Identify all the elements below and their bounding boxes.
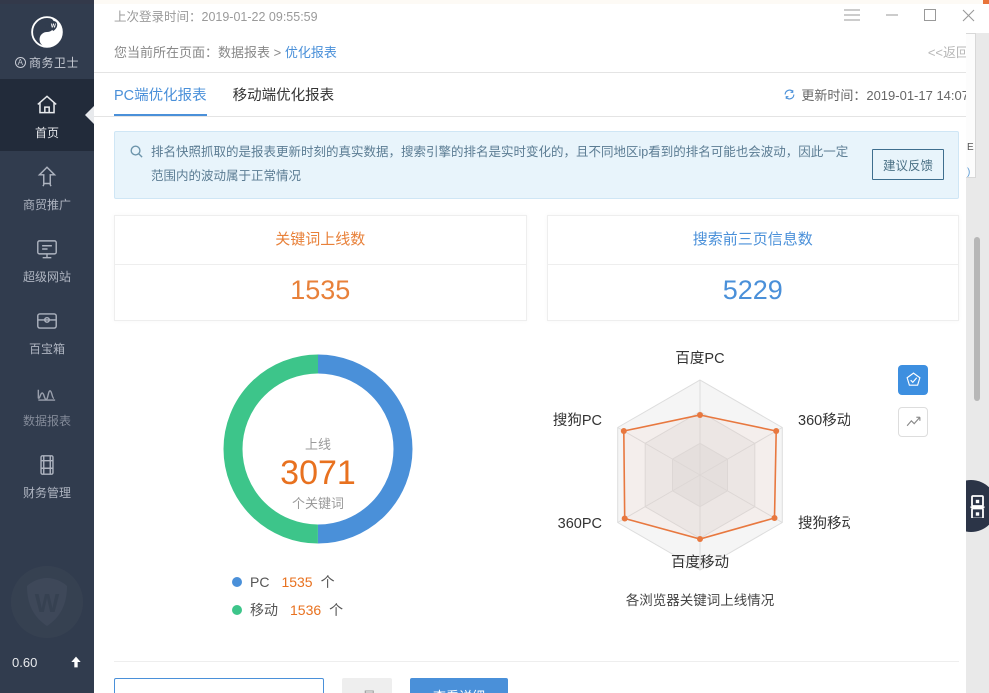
svg-text:搜狗移动: 搜狗移动 xyxy=(798,515,850,532)
svg-text:360移动: 360移动 xyxy=(798,412,850,429)
svg-text:百度移动: 百度移动 xyxy=(671,554,729,571)
svg-text:W: W xyxy=(35,588,60,618)
svg-text:360PC: 360PC xyxy=(558,516,602,532)
svg-text:W: W xyxy=(51,23,56,29)
svg-text:搜狗PC: 搜狗PC xyxy=(553,412,602,429)
svg-text:百度PC: 百度PC xyxy=(675,350,724,367)
